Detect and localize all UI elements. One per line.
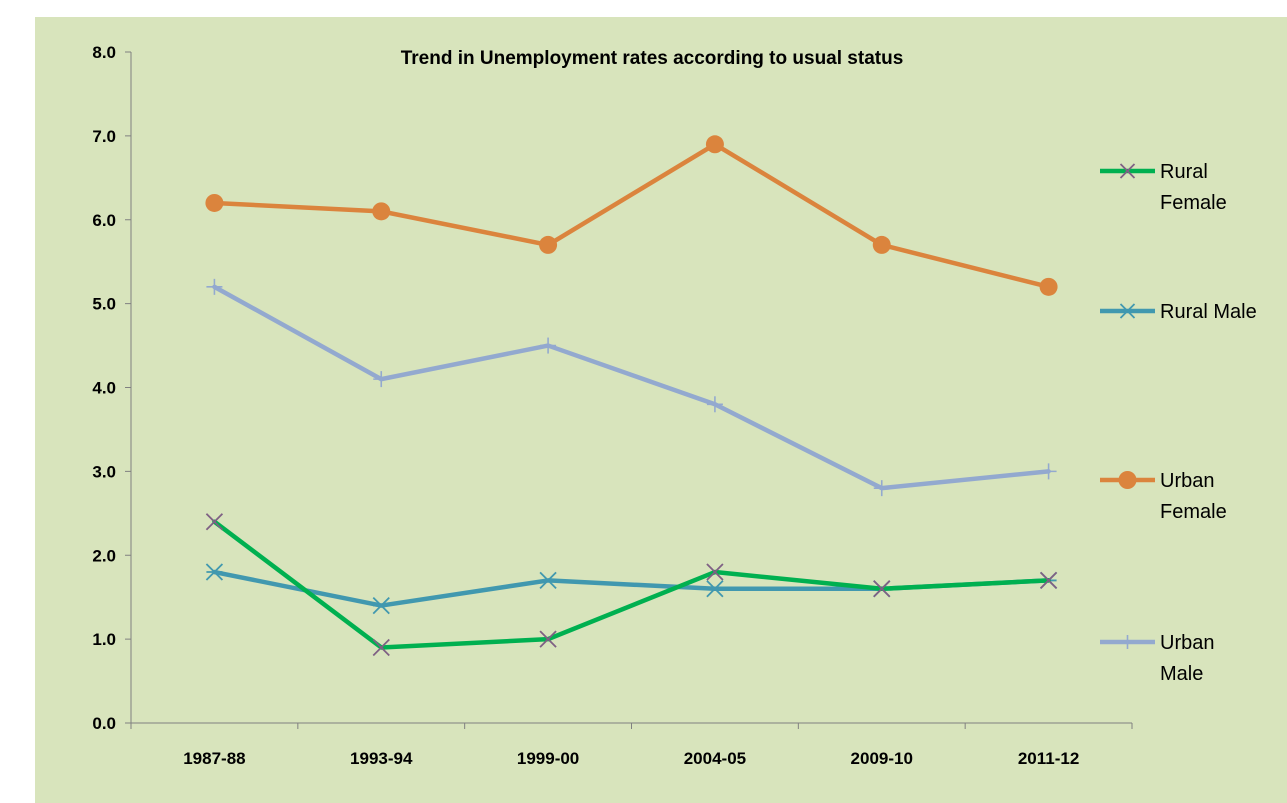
y-tick-label: 5.0	[92, 295, 116, 314]
data-point-urban-female	[205, 193, 224, 212]
data-point-urban-female	[872, 235, 891, 254]
data-point-rural-male	[706, 580, 724, 598]
legend-item-rural-male: Rural Male	[1100, 301, 1257, 323]
data-point-rural-female	[1039, 571, 1058, 590]
axes: 0.0 1.0 2.0 3.0 4.0 5.0 6.0 7.0 8.0 1987-88 1993-9…	[92, 43, 1133, 768]
legend-item-urban-female: Urban Female	[1100, 470, 1227, 523]
series-urban-male	[206, 278, 1057, 497]
line-chart: Trend in Unemployment rates according to…	[92, 43, 1257, 768]
data-point-rural-female	[372, 638, 390, 657]
y-tick-label: 8.0	[92, 43, 116, 62]
data-point-urban-female	[1039, 277, 1058, 296]
legend-label: Urban	[1160, 470, 1214, 492]
data-point-urban-male	[373, 371, 390, 388]
x-tick-label: 2011-12	[1018, 749, 1079, 768]
legend-label: Rural	[1160, 161, 1208, 183]
legend-label: Female	[1160, 501, 1227, 523]
legend-label: Urban	[1160, 632, 1214, 654]
marker-stroke	[706, 563, 724, 581]
marker-stroke	[1039, 571, 1058, 590]
data-point-urban-male	[873, 480, 890, 497]
marker-stroke	[873, 580, 891, 598]
legend-marker	[1119, 303, 1136, 319]
series-line-rural-female	[212, 519, 1051, 650]
data-point-rural-female	[706, 563, 724, 581]
y-tick-label: 3.0	[92, 462, 116, 481]
marker-stroke	[205, 513, 224, 531]
marker-stroke	[539, 630, 557, 648]
marker-stroke	[372, 638, 390, 657]
legend-item-rural-female: Rural Female	[1100, 161, 1227, 214]
y-tick-label: 0.0	[92, 714, 116, 733]
y-tick-label: 6.0	[92, 211, 116, 230]
data-point-urban-male	[206, 278, 223, 295]
legend-label: Male	[1160, 663, 1203, 685]
data-point-urban-male	[540, 337, 557, 354]
data-point-rural-female	[205, 513, 224, 531]
series-line-urban-male	[212, 284, 1051, 491]
y-tick-label: 2.0	[92, 546, 116, 565]
chart-area: Trend in Unemployment rates according to…	[35, 17, 1287, 803]
data-point-urban-female	[539, 235, 558, 254]
series-line-urban-female	[212, 142, 1051, 290]
chart-title: Trend in Unemployment rates according to…	[401, 48, 904, 69]
data-point-rural-male	[539, 571, 557, 590]
x-tick-label: 1987-88	[183, 749, 245, 768]
x-tick-label: 2009-10	[851, 749, 913, 768]
y-tick-label: 1.0	[92, 630, 116, 649]
data-point-rural-female	[873, 580, 891, 598]
y-tick-label: 4.0	[92, 379, 116, 398]
data-point-urban-male	[706, 396, 723, 413]
data-point-urban-female	[705, 135, 724, 154]
data-point-urban-female	[372, 202, 391, 221]
data-point-rural-male	[372, 596, 390, 615]
x-tick-label: 1993-94	[350, 749, 413, 768]
legend-marker	[1120, 635, 1135, 649]
legend-label: Rural Male	[1160, 301, 1257, 323]
legend-marker	[1118, 471, 1137, 489]
series-rural-female	[205, 513, 1058, 657]
series-layer	[205, 135, 1058, 657]
legend-item-urban-male: Urban Male	[1100, 632, 1214, 685]
x-tick-label: 1999-00	[517, 749, 579, 768]
series-urban-female	[205, 135, 1058, 296]
data-point-rural-female	[539, 630, 557, 648]
y-tick-label: 7.0	[92, 127, 116, 146]
legend: Rural Female Rural Male Urban Female Urban Mal…	[1100, 161, 1257, 685]
marker-stroke	[1119, 163, 1136, 179]
legend-marker	[1119, 163, 1136, 179]
x-tick-label: 2004-05	[684, 749, 746, 768]
data-point-urban-male	[1040, 463, 1057, 480]
legend-label: Female	[1160, 192, 1227, 214]
data-point-rural-male	[205, 563, 224, 581]
